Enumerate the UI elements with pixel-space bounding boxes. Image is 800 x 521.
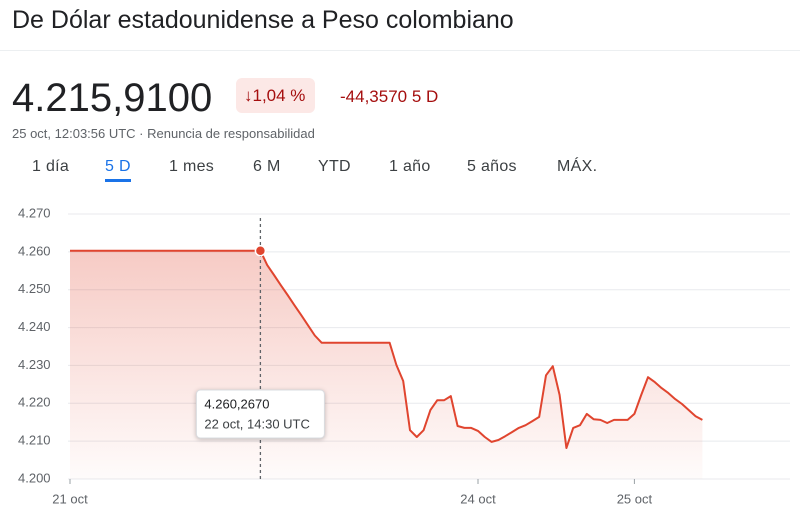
range-tab[interactable]: 6 M: [253, 158, 281, 175]
area-fill: [70, 250, 703, 479]
y-tick-label: 4.220: [18, 395, 51, 410]
range-tab[interactable]: 5 D: [105, 158, 131, 182]
tooltip-time: 22 oct, 14:30 UTC: [204, 416, 310, 431]
y-tick-label: 4.200: [18, 470, 51, 485]
tooltip-box: [195, 389, 325, 439]
change-abs: -44,3570: [340, 87, 408, 106]
range-tab[interactable]: MÁX.: [557, 158, 598, 175]
x-tick-label: 21 oct: [52, 491, 88, 506]
change-badge: ↓1,04 %: [236, 78, 316, 113]
x-tick-label: 24 oct: [460, 491, 496, 506]
title: De Dólar estadounidense a Peso colombian…: [12, 6, 514, 34]
range-tab[interactable]: 1 mes: [169, 158, 215, 175]
change-abs-wrap: -44,3570 5 D: [340, 87, 438, 107]
y-tick-label: 4.230: [18, 357, 51, 372]
y-tick-label: 4.210: [18, 433, 51, 448]
price: 4.215,9100: [12, 76, 213, 120]
hover-dot: [254, 244, 267, 257]
x-tick-label: 25 oct: [617, 491, 653, 506]
y-tick-label: 4.240: [18, 319, 51, 334]
y-tick-label: 4.260: [18, 243, 51, 258]
range-tab[interactable]: 1 día: [32, 158, 70, 175]
range-tab[interactable]: YTD: [318, 158, 351, 175]
period: 5 D: [411, 87, 439, 106]
y-tick-label: 4.270: [18, 205, 51, 220]
timestamp: 25 oct, 12:03:56 UTC · Renuncia de respo…: [12, 126, 315, 141]
range-tab[interactable]: 1 año: [389, 158, 431, 175]
y-tick-label: 4.250: [18, 281, 51, 296]
change-percent: 1,04 %: [252, 86, 306, 105]
range-tab[interactable]: 5 años: [467, 158, 517, 175]
down-arrow: ↓: [244, 86, 253, 105]
price-line: [70, 249, 703, 449]
chart: 4.200 4.210 4.220 4.230 4.240 4.250 4.260 4.270…: [18, 205, 790, 506]
tooltip-value: 4.260,2670: [204, 396, 269, 411]
separator: [0, 50, 800, 51]
tooltip: 4.260,2670 22 oct, 14:30 UTC: [195, 389, 325, 439]
